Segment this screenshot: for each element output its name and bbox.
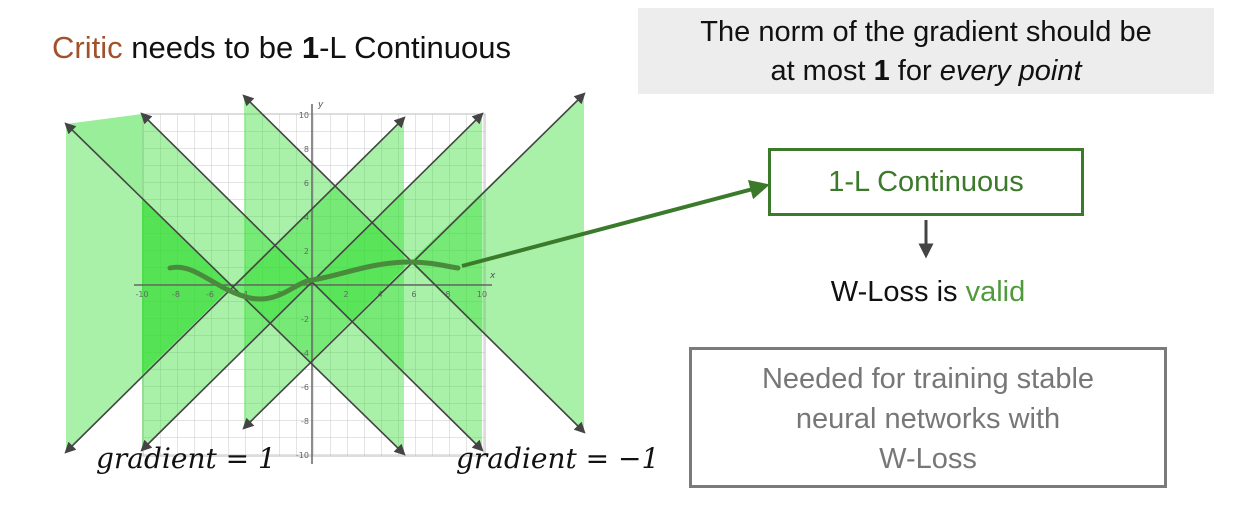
needed-line-3: W-Loss — [879, 443, 977, 475]
note-line-2-pre: at most — [770, 55, 874, 87]
slide-title: Critic needs to be 1-L Continuous — [52, 30, 511, 66]
x-tick-label: -8 — [172, 290, 180, 299]
needed-line-2: neural networks with — [795, 403, 1061, 435]
note-line-2: at most 1 for every point — [638, 52, 1214, 91]
x-tick-label: -10 — [135, 290, 148, 299]
title-text-1: needs to be — [122, 30, 302, 65]
y-tick-label: -8 — [301, 417, 309, 426]
needed-for-training-box: Needed for training stable neural networ… — [689, 347, 1167, 488]
y-tick-label: 6 — [304, 179, 309, 188]
title-text-2: -L Continuous — [319, 30, 511, 65]
note-line-2-mid: for — [889, 55, 940, 87]
wloss-valid-text: W-Loss is valid — [790, 276, 1066, 309]
critic-function-curve — [167, 259, 461, 302]
one-l-continuous-box: 1-L Continuous — [768, 148, 1084, 216]
needed-line-1: Needed for training stable — [761, 363, 1095, 395]
wloss-text: W-Loss is — [830, 276, 966, 308]
x-axis-label: x — [489, 271, 496, 281]
x-tick-label: 2 — [343, 290, 348, 299]
y-tick-label: 10 — [299, 111, 309, 120]
y-tick-label: -10 — [296, 451, 309, 460]
note-line-1: The norm of the gradient should be — [700, 16, 1152, 48]
x-tick-label: -6 — [206, 290, 214, 299]
gradient-norm-note: The norm of the gradient should be at mo… — [638, 8, 1214, 94]
note-line-2-bold: 1 — [873, 55, 890, 87]
x-tick-label: 10 — [477, 290, 487, 299]
y-tick-label: -2 — [301, 315, 309, 324]
curve-to-box-arrow — [461, 179, 770, 268]
y-tick-label: 2 — [304, 247, 309, 256]
note-line-2-italic: every point — [939, 55, 1082, 87]
valid-word: valid — [965, 276, 1026, 308]
title-bold-one: 1 — [301, 30, 320, 65]
y-tick-label: -6 — [301, 383, 309, 392]
gradient-negative-label: gradient = −1 — [456, 442, 660, 475]
x-tick-label: 6 — [411, 290, 416, 299]
y-axis-label: y — [317, 100, 324, 110]
y-tick-label: 8 — [304, 145, 309, 154]
critic-word: Critic — [52, 30, 123, 65]
gradient-positive-label: gradient = 1 — [96, 442, 276, 475]
